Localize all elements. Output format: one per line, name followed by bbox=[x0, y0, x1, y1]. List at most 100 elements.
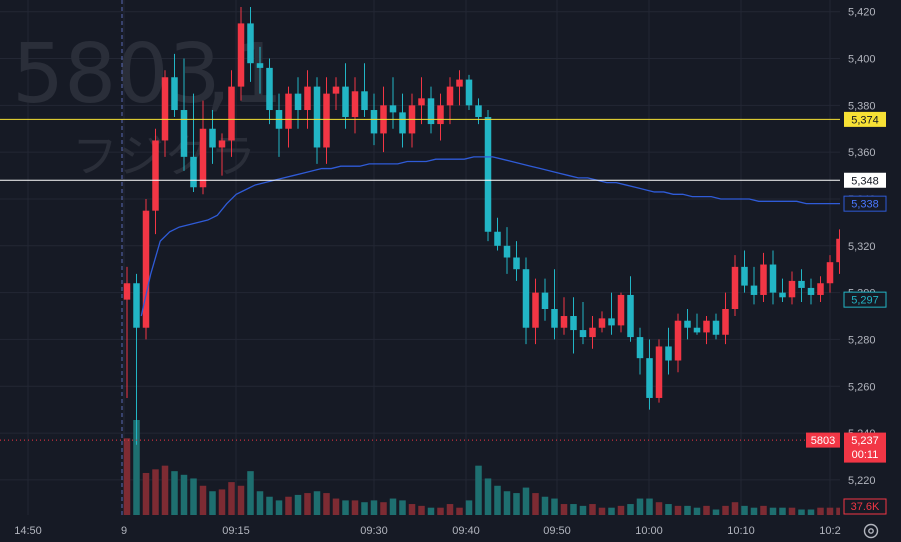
candle-body bbox=[465, 79, 473, 106]
volume-bar bbox=[161, 465, 169, 515]
candle bbox=[152, 128, 159, 235]
candle-body bbox=[684, 320, 691, 328]
volume-bar bbox=[807, 509, 815, 515]
volume-bar bbox=[741, 505, 748, 515]
volume-bar bbox=[275, 500, 283, 515]
volume-bar bbox=[142, 472, 150, 515]
volume-bars bbox=[123, 420, 872, 515]
candle-body bbox=[152, 140, 159, 211]
candle-body bbox=[769, 264, 777, 293]
candle bbox=[807, 278, 815, 305]
volume-bar bbox=[361, 502, 368, 515]
candle-body bbox=[313, 86, 321, 148]
svg-text:5,237: 5,237 bbox=[851, 435, 879, 447]
candle-body bbox=[779, 292, 786, 298]
candle bbox=[589, 316, 596, 349]
volume-bar bbox=[465, 500, 473, 515]
candle bbox=[655, 339, 663, 403]
volume-bar bbox=[627, 504, 634, 515]
volume-bar bbox=[237, 485, 245, 515]
candle bbox=[180, 58, 188, 171]
candle bbox=[817, 276, 824, 302]
volume-bar bbox=[693, 507, 701, 515]
candle bbox=[598, 311, 606, 333]
candle-body bbox=[788, 280, 796, 298]
candle-body bbox=[589, 327, 596, 338]
candle-body bbox=[712, 320, 720, 335]
candle-body bbox=[418, 98, 425, 106]
volume-bar bbox=[266, 496, 273, 515]
x-tick-label: 10:10 bbox=[727, 525, 755, 537]
candle-body bbox=[285, 93, 292, 129]
candle-body bbox=[570, 316, 577, 331]
candle-body bbox=[807, 287, 815, 295]
volume-bar bbox=[826, 507, 834, 515]
candle-body bbox=[180, 110, 188, 157]
svg-text:5,348: 5,348 bbox=[851, 175, 879, 187]
candle-body bbox=[798, 280, 805, 288]
candle-body bbox=[171, 77, 178, 111]
volume-bar bbox=[684, 505, 691, 515]
volume-bar bbox=[665, 504, 672, 515]
y-tick-label: 5,380 bbox=[848, 100, 876, 112]
candle bbox=[484, 110, 492, 242]
candle-body bbox=[627, 294, 634, 338]
candle-body bbox=[323, 93, 330, 148]
candle bbox=[351, 77, 359, 134]
y-tick-label: 5,420 bbox=[848, 7, 876, 19]
svg-text:5803: 5803 bbox=[811, 435, 835, 447]
volume-bar bbox=[351, 500, 359, 515]
volume-bar bbox=[798, 509, 805, 515]
candle bbox=[560, 297, 568, 335]
volume-bar bbox=[760, 505, 767, 515]
candle bbox=[190, 93, 197, 192]
candle-body bbox=[703, 320, 710, 333]
svg-text:5,297: 5,297 bbox=[851, 295, 879, 307]
volume-bar bbox=[418, 505, 425, 515]
candle-body bbox=[475, 105, 482, 118]
candle bbox=[332, 77, 340, 111]
candle bbox=[313, 77, 321, 164]
candle-body bbox=[722, 309, 729, 335]
candle bbox=[389, 77, 397, 129]
volume-bar bbox=[817, 507, 824, 515]
candle-body bbox=[513, 257, 520, 270]
volume-bar bbox=[152, 469, 159, 515]
yellow-line-label: 5,374 bbox=[844, 111, 886, 127]
volume-bar bbox=[589, 504, 596, 515]
candle-body bbox=[655, 346, 663, 398]
candle bbox=[465, 74, 473, 111]
volume-bar bbox=[674, 505, 682, 515]
volume-bar bbox=[636, 498, 644, 515]
candle-body bbox=[760, 264, 767, 295]
x-tick-label: 09:30 bbox=[360, 525, 388, 537]
volume-bar bbox=[218, 489, 226, 515]
candle bbox=[532, 278, 539, 345]
candle bbox=[627, 276, 634, 342]
candle-body bbox=[579, 330, 587, 338]
candle bbox=[323, 77, 330, 164]
candle-body bbox=[446, 86, 454, 106]
price-axis[interactable] bbox=[840, 0, 901, 515]
volume-bar bbox=[399, 500, 406, 515]
candle bbox=[608, 292, 615, 335]
candle bbox=[437, 93, 444, 141]
candle-body bbox=[551, 309, 558, 328]
candle bbox=[646, 339, 653, 410]
candle-body bbox=[228, 86, 235, 141]
candle-body bbox=[541, 292, 549, 309]
settings-icon[interactable] bbox=[863, 523, 879, 539]
volume-bar bbox=[256, 491, 264, 515]
time-axis[interactable] bbox=[0, 515, 901, 542]
svg-text:37.6K: 37.6K bbox=[851, 501, 880, 513]
candle bbox=[361, 63, 368, 118]
volume-bar bbox=[171, 471, 178, 515]
volume-bar bbox=[437, 507, 444, 515]
candle-body bbox=[199, 128, 207, 188]
candle-body bbox=[836, 238, 843, 263]
candle-body bbox=[361, 91, 368, 111]
volume-bar bbox=[342, 500, 349, 515]
prev-close-label: 5803 5,237 00:11 bbox=[806, 432, 886, 463]
candle bbox=[617, 292, 625, 333]
